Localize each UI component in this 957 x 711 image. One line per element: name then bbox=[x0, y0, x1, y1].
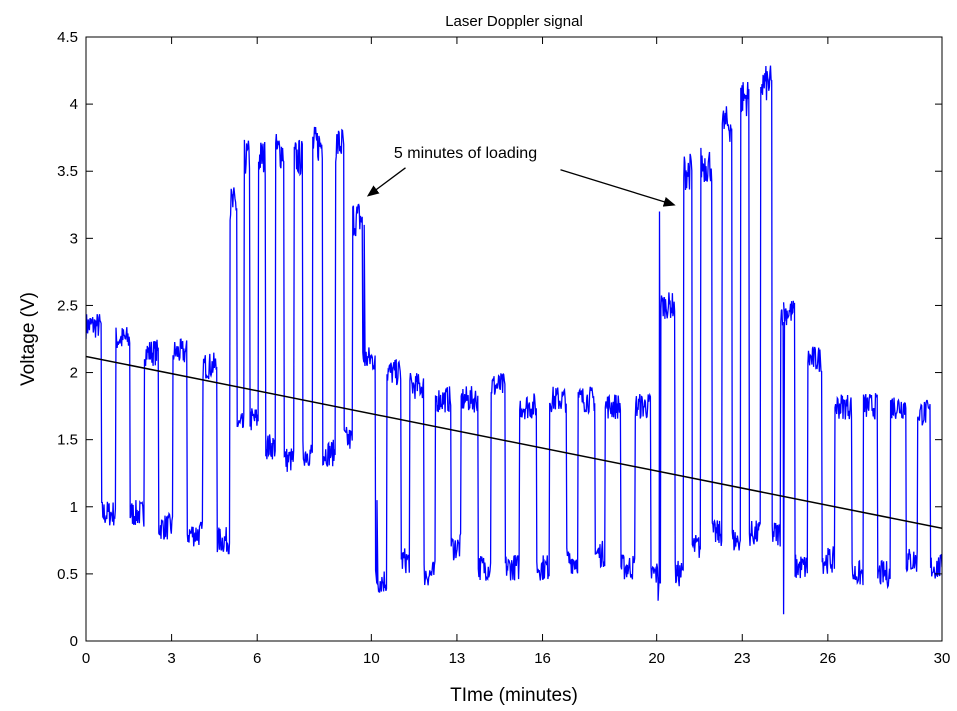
chart-title: Laser Doppler signal bbox=[445, 13, 583, 30]
laser-doppler-signal-line bbox=[86, 65, 942, 615]
x-tick-label: 3 bbox=[167, 650, 175, 667]
y-tick-label: 1.5 bbox=[57, 432, 78, 449]
x-tick-label: 26 bbox=[820, 650, 837, 667]
x-tick-label: 30 bbox=[934, 650, 951, 667]
y-tick-label: 0 bbox=[70, 633, 78, 650]
x-tick-label: 10 bbox=[363, 650, 380, 667]
y-axis-title: Voltage (V) bbox=[18, 292, 39, 386]
y-tick-label: 4 bbox=[70, 96, 78, 113]
x-tick-label: 23 bbox=[734, 650, 751, 667]
annotation-arrow-right bbox=[560, 169, 676, 207]
annotation-label: 5 minutes of loading bbox=[394, 145, 537, 162]
y-tick-label: 2.5 bbox=[57, 297, 78, 314]
x-tick-label: 13 bbox=[449, 650, 466, 667]
x-tick-label: 20 bbox=[648, 650, 665, 667]
x-tick-label: 0 bbox=[82, 650, 90, 667]
y-tick-label: 0.5 bbox=[57, 566, 78, 583]
annotation-arrow-left bbox=[366, 167, 406, 197]
y-tick-label: 3 bbox=[70, 230, 78, 247]
x-tick-label: 6 bbox=[253, 650, 261, 667]
trend-line bbox=[86, 355, 942, 529]
x-tick-label: 16 bbox=[534, 650, 551, 667]
y-tick-label: 3.5 bbox=[57, 163, 78, 180]
y-tick-label: 2 bbox=[70, 365, 78, 382]
y-tick-label: 4.5 bbox=[57, 29, 78, 46]
x-axis-title: TIme (minutes) bbox=[450, 685, 578, 706]
y-tick-label: 1 bbox=[70, 499, 78, 516]
plot-area-frame bbox=[85, 36, 943, 642]
